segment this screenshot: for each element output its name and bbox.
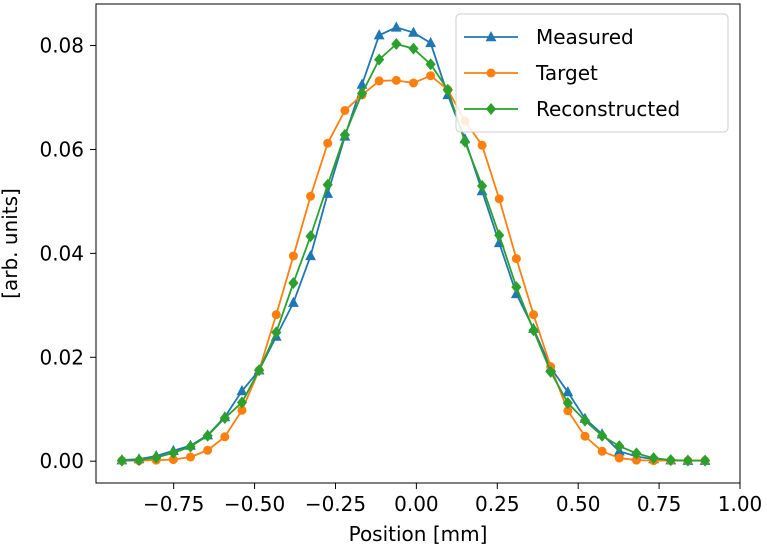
data-point (494, 194, 504, 204)
data-point (237, 405, 247, 415)
data-point (408, 26, 419, 37)
data-point (219, 412, 230, 425)
data-point (425, 58, 436, 71)
y-tick-label: 0.08 (39, 34, 84, 58)
data-point (254, 364, 265, 377)
data-point (340, 106, 350, 116)
legend-box (455, 13, 729, 133)
data-point (271, 310, 281, 320)
legend-label: Measured (536, 25, 634, 49)
data-point (391, 75, 401, 85)
data-point (373, 29, 385, 40)
data-point (305, 249, 316, 261)
plot-frame (95, 3, 741, 484)
data-point (374, 53, 385, 66)
data-point (168, 455, 178, 465)
data-point (220, 432, 230, 442)
y-tick-label: 0.06 (39, 137, 84, 161)
data-point (339, 128, 350, 141)
legend-marker (485, 31, 497, 42)
x-tick-label: 1.00 (718, 492, 763, 516)
data-point (562, 386, 574, 397)
data-point (597, 429, 608, 442)
data-point (425, 36, 437, 48)
data-point (579, 414, 591, 427)
y-tick-label: 0.04 (39, 241, 84, 265)
data-point (631, 447, 642, 460)
data-point (528, 324, 539, 337)
data-point (323, 138, 333, 148)
data-point (408, 78, 418, 88)
legend: Measured Target Reconstructed (455, 13, 729, 133)
data-point (185, 452, 195, 462)
data-point (580, 431, 590, 441)
data-point (133, 454, 145, 467)
data-point (374, 76, 384, 86)
data-point (648, 452, 659, 465)
data-point (391, 38, 402, 51)
legend-label: Reconstructed (536, 97, 680, 121)
data-point (288, 296, 299, 307)
legend-item: Reconstructed (464, 97, 680, 121)
legend-item: Target (464, 61, 598, 85)
data-point (202, 429, 213, 442)
data-point (288, 276, 299, 289)
data-point (390, 21, 402, 32)
y-axis-label: [arb. units] (0, 188, 22, 299)
x-tick-label: −0.50 (224, 492, 285, 516)
x-tick-label: 0.25 (475, 492, 520, 516)
data-point (185, 440, 196, 453)
data-point (151, 451, 162, 464)
legend-item: Measured (464, 25, 634, 49)
data-point (699, 454, 711, 467)
x-tick-label: 0.50 (556, 492, 601, 516)
data-point (682, 454, 693, 467)
data-point (665, 454, 676, 467)
data-point (477, 140, 487, 150)
data-point (356, 87, 368, 100)
data-point (271, 326, 282, 339)
data-point (614, 440, 625, 453)
x-tick-label: −0.25 (305, 492, 366, 516)
data-point (545, 365, 556, 378)
data-point (476, 179, 488, 192)
y-tick-label: 0.02 (39, 345, 84, 369)
x-tick-label: 0.75 (637, 492, 682, 516)
y-tick-label: 0.00 (39, 449, 84, 473)
data-point (426, 71, 436, 81)
data-point (203, 445, 213, 455)
data-point (459, 135, 471, 148)
legend-marker (485, 103, 497, 115)
data-point (288, 251, 298, 261)
x-tick-label: −0.75 (143, 492, 204, 516)
series-reconstructed (116, 38, 711, 467)
data-point (631, 455, 641, 465)
data-point (236, 385, 248, 396)
data-point (494, 229, 505, 242)
data-point (563, 406, 573, 416)
data-point (614, 453, 624, 463)
data-point (305, 230, 316, 243)
data-point (306, 191, 316, 201)
legend-marker (486, 68, 496, 78)
y-axis: 0.00 0.02 0.04 0.06 0.08 (39, 34, 96, 473)
data-point (442, 83, 453, 96)
data-point (529, 310, 539, 320)
data-point (168, 446, 179, 459)
data-point (562, 396, 573, 409)
data-point (597, 446, 607, 456)
x-axis-label: Position [mm] (349, 522, 488, 546)
legend-label: Target (535, 61, 598, 85)
data-point (511, 281, 522, 294)
data-point (236, 396, 248, 409)
data-point (116, 454, 127, 467)
data-point (511, 254, 521, 264)
data-point (408, 42, 419, 55)
data-point (322, 178, 333, 191)
x-axis: −0.75 −0.50 −0.25 0.00 0.25 0.50 0.75 1.00 (143, 483, 762, 516)
x-tick-label: 0.00 (394, 492, 439, 516)
